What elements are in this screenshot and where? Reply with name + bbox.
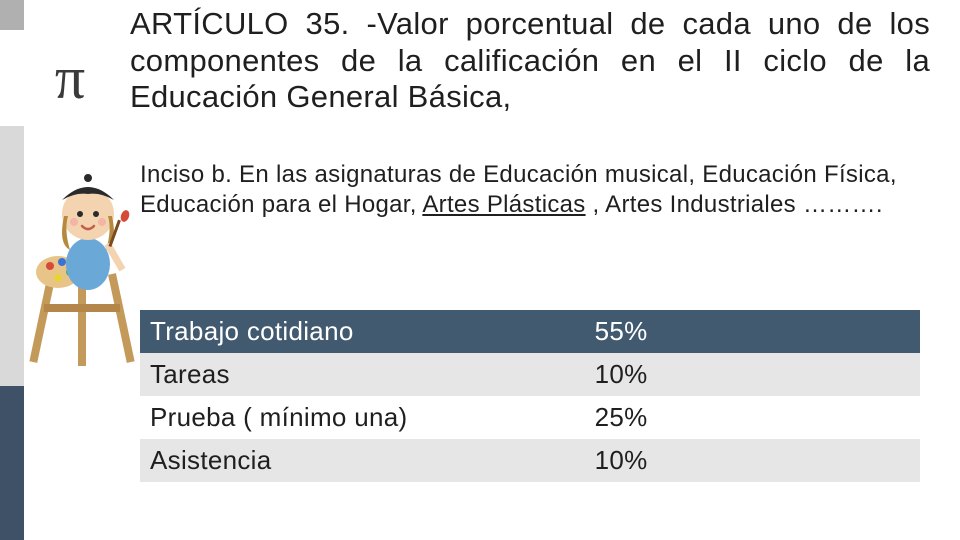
table-cell-value: 25%: [585, 396, 920, 439]
body-mid: ,: [586, 191, 606, 218]
slide: π ARTÍCULO 35. -Valor porcentual de cada…: [0, 0, 960, 540]
table-cell-value: 55%: [585, 310, 920, 353]
left-rail: [0, 0, 24, 540]
table-cell-label: Trabajo cotidiano: [140, 310, 585, 353]
table-row: Trabajo cotidiano55%: [140, 310, 920, 353]
pi-symbol-box: π: [34, 30, 106, 126]
table-row: Asistencia10%: [140, 439, 920, 482]
table-cell-value: 10%: [585, 439, 920, 482]
table-cell-label: Prueba ( mínimo una): [140, 396, 585, 439]
rail-dark-block: [0, 386, 24, 540]
body-underline-artes-plasticas: Artes Plásticas: [422, 191, 585, 218]
percentages-table: Trabajo cotidiano55%Tareas10%Prueba ( mí…: [140, 310, 920, 482]
table-cell-value: 10%: [585, 353, 920, 396]
rail-spacer: [0, 30, 24, 126]
body-paragraph: Inciso b. En las asignaturas de Educació…: [140, 160, 930, 220]
table-cell-label: Tareas: [140, 353, 585, 396]
body-tail: Artes Industriales ……….: [605, 191, 883, 218]
table-cell-label: Asistencia: [140, 439, 585, 482]
rail-accent-top: [0, 0, 24, 30]
article-title: ARTÍCULO 35. -Valor porcentual de cada u…: [130, 6, 930, 116]
table-row: Prueba ( mínimo una)25%: [140, 396, 920, 439]
painter-illustration: [28, 154, 136, 370]
pi-symbol: π: [55, 44, 85, 113]
table-row: Tareas10%: [140, 353, 920, 396]
